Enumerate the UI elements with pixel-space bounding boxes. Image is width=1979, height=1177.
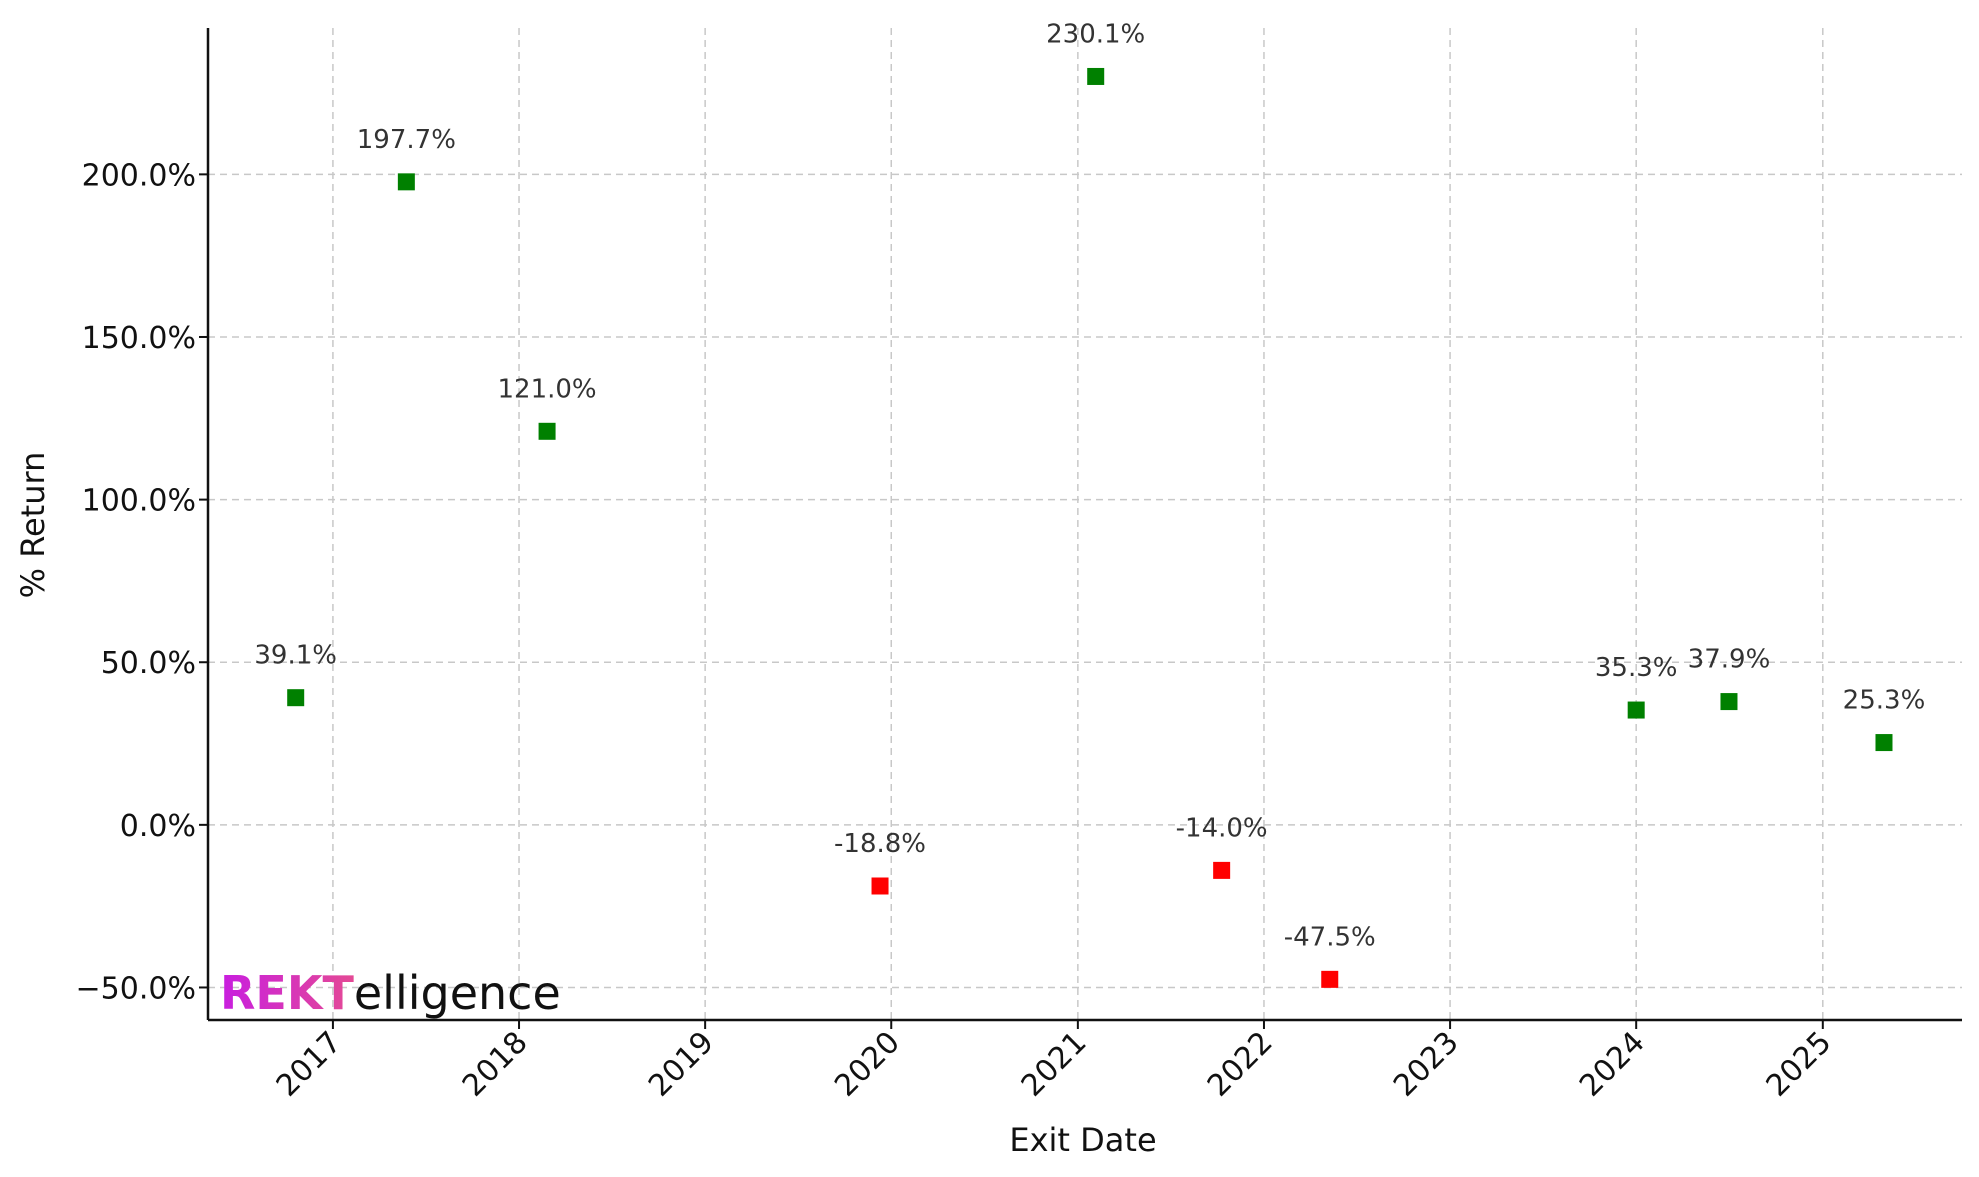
x-tick-label: 2024 xyxy=(1573,1025,1652,1104)
x-tick-label: 2017 xyxy=(270,1025,349,1104)
data-labels: 39.1% 197.7% 121.0% -18.8% 230.1% -14.0% -47.5… xyxy=(254,19,1925,952)
data-label: 37.9% xyxy=(1688,645,1771,675)
y-tick-label: −50.0% xyxy=(76,971,196,1006)
data-label: 121.0% xyxy=(498,374,597,404)
axes xyxy=(199,28,1962,1029)
x-tick-label: 2019 xyxy=(642,1025,721,1104)
data-point xyxy=(1627,701,1645,719)
data-label: 25.3% xyxy=(1843,686,1926,716)
y-tick-label: 200.0% xyxy=(82,158,196,193)
data-point xyxy=(1321,970,1339,988)
logo-elligence: elligence xyxy=(354,966,561,1020)
data-point xyxy=(1213,861,1231,879)
data-point xyxy=(1875,734,1893,752)
data-point xyxy=(871,877,889,895)
x-axis-title: Exit Date xyxy=(1009,1121,1156,1159)
data-point xyxy=(287,689,305,707)
data-point xyxy=(397,173,415,191)
y-tick-label: 0.0% xyxy=(120,809,196,844)
data-label: 39.1% xyxy=(254,641,337,671)
x-tick-label: 2020 xyxy=(828,1025,907,1104)
data-point xyxy=(538,422,556,440)
rektelligence-logo: REKTelligence xyxy=(220,966,561,1020)
x-tick-label: 2022 xyxy=(1201,1025,1280,1104)
tick-labels: −50.0% 0.0% 50.0% 100.0% 150.0% 200.0% 2017 201… xyxy=(76,158,1839,1103)
data-label: -18.8% xyxy=(834,829,926,859)
data-point xyxy=(1720,693,1738,711)
data-label: 197.7% xyxy=(357,125,456,155)
y-tick-label: 150.0% xyxy=(82,321,196,356)
y-tick-label: 100.0% xyxy=(82,484,196,519)
logo-rekt: REKT xyxy=(220,966,354,1020)
data-point xyxy=(1087,67,1105,85)
logo-text: REKTelligence xyxy=(220,966,561,1020)
x-tick-label: 2025 xyxy=(1760,1025,1839,1104)
data-label: 230.1% xyxy=(1046,19,1145,49)
data-label: -14.0% xyxy=(1176,813,1268,843)
data-points xyxy=(287,67,1893,988)
data-label: -47.5% xyxy=(1284,922,1376,952)
y-axis-title: % Return xyxy=(14,452,52,599)
x-tick-label: 2023 xyxy=(1387,1025,1466,1104)
gridlines xyxy=(208,28,1962,1020)
y-tick-label: 50.0% xyxy=(101,646,196,681)
x-tick-label: 2018 xyxy=(456,1025,535,1104)
x-tick-label: 2021 xyxy=(1015,1025,1094,1104)
data-label: 35.3% xyxy=(1595,653,1678,683)
